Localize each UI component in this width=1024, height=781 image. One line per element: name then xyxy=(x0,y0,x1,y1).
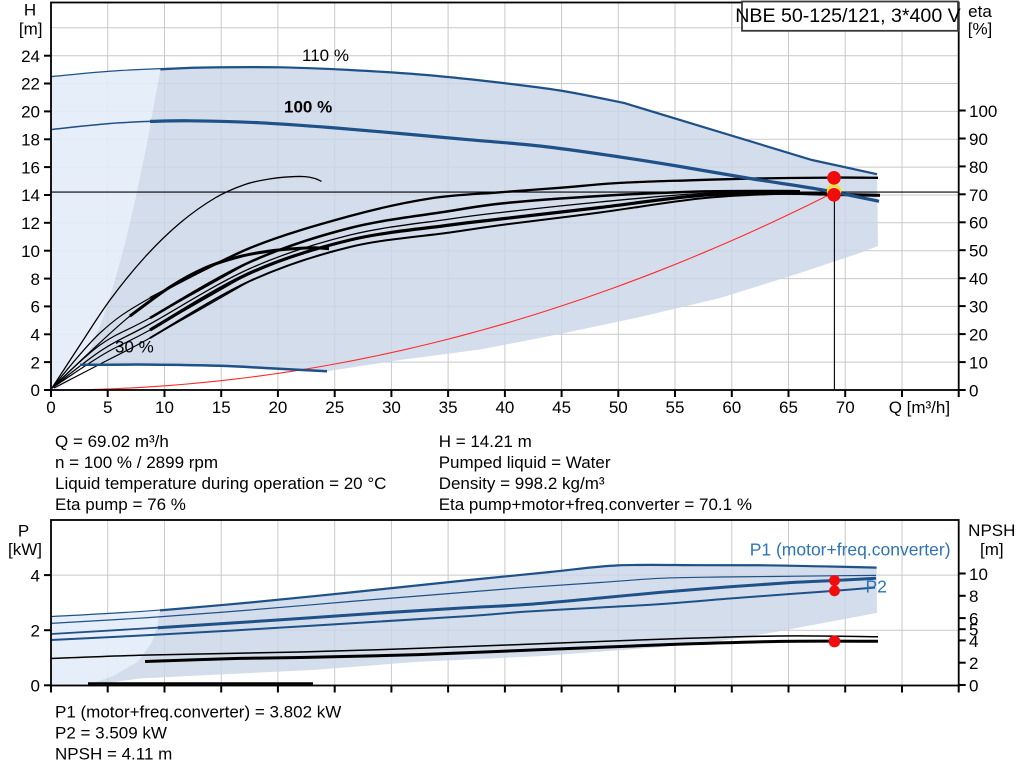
svg-text:P2 = 3.509 kW: P2 = 3.509 kW xyxy=(55,724,167,743)
svg-text:30: 30 xyxy=(382,398,401,417)
svg-text:NBE 50-125/121, 3*400 V: NBE 50-125/121, 3*400 V xyxy=(735,5,961,27)
svg-text:10: 10 xyxy=(969,353,988,372)
svg-text:Q = 69.02 m³/h: Q = 69.02 m³/h xyxy=(55,432,169,451)
svg-text:70: 70 xyxy=(969,186,988,205)
svg-text:100: 100 xyxy=(969,102,997,121)
svg-text:2: 2 xyxy=(31,621,40,640)
svg-text:0: 0 xyxy=(969,381,978,400)
svg-text:0: 0 xyxy=(969,676,978,695)
svg-text:NPSH = 4.11 m: NPSH = 4.11 m xyxy=(55,745,172,764)
svg-text:20: 20 xyxy=(268,398,287,417)
svg-text:45: 45 xyxy=(552,398,571,417)
svg-text:Liquid temperature during oper: Liquid temperature during operation = 20… xyxy=(55,474,386,493)
svg-text:40: 40 xyxy=(495,398,514,417)
svg-text:10: 10 xyxy=(21,242,40,261)
svg-text:10: 10 xyxy=(969,565,988,584)
svg-text:50: 50 xyxy=(609,398,628,417)
svg-text:0: 0 xyxy=(31,381,40,400)
svg-text:0: 0 xyxy=(31,677,40,696)
svg-text:60: 60 xyxy=(722,398,741,417)
svg-text:Q [m³/h]: Q [m³/h] xyxy=(889,398,950,417)
svg-text:30 %: 30 % xyxy=(115,338,154,357)
svg-text:35: 35 xyxy=(439,398,458,417)
svg-text:0: 0 xyxy=(46,398,55,417)
svg-text:P1 (motor+freq.converter): P1 (motor+freq.converter) xyxy=(750,540,951,560)
svg-text:H: H xyxy=(24,1,36,20)
svg-text:5: 5 xyxy=(103,398,112,417)
svg-text:6: 6 xyxy=(969,610,978,629)
svg-text:H = 14.21 m: H = 14.21 m xyxy=(439,432,532,451)
svg-text:110 %: 110 % xyxy=(302,46,349,65)
svg-text:5: 5 xyxy=(969,621,978,640)
svg-text:10: 10 xyxy=(155,398,174,417)
svg-text:[m]: [m] xyxy=(980,540,1004,559)
svg-text:2: 2 xyxy=(31,353,40,372)
svg-text:25: 25 xyxy=(325,398,344,417)
svg-text:Pumped liquid = Water: Pumped liquid = Water xyxy=(439,453,611,472)
svg-text:4: 4 xyxy=(31,326,40,345)
svg-text:8: 8 xyxy=(31,270,40,289)
svg-text:15: 15 xyxy=(212,398,231,417)
svg-text:[kW]: [kW] xyxy=(8,540,42,559)
svg-text:20: 20 xyxy=(969,326,988,345)
svg-text:2: 2 xyxy=(969,654,978,673)
svg-text:4: 4 xyxy=(31,566,40,585)
svg-text:eta: eta xyxy=(968,2,992,21)
svg-text:40: 40 xyxy=(969,270,988,289)
svg-text:24: 24 xyxy=(21,47,40,66)
svg-text:18: 18 xyxy=(21,131,40,150)
svg-text:20: 20 xyxy=(21,103,40,122)
svg-text:22: 22 xyxy=(21,75,40,94)
svg-text:30: 30 xyxy=(969,298,988,317)
svg-text:Eta pump+motor+freq.converter: Eta pump+motor+freq.converter = 70.1 % xyxy=(439,495,752,514)
svg-text:14: 14 xyxy=(21,186,40,205)
svg-text:[m]: [m] xyxy=(19,20,43,39)
svg-text:65: 65 xyxy=(779,398,798,417)
svg-text:70: 70 xyxy=(836,398,855,417)
svg-text:100 %: 100 % xyxy=(284,98,332,117)
svg-text:n = 100 % / 2899 rpm: n = 100 % / 2899 rpm xyxy=(55,453,218,472)
svg-text:P2: P2 xyxy=(866,576,887,596)
svg-text:16: 16 xyxy=(21,158,40,177)
svg-text:NPSH: NPSH xyxy=(968,521,1015,540)
svg-text:90: 90 xyxy=(969,130,988,149)
svg-text:P1 (motor+freq.converter) = 3.: P1 (motor+freq.converter) = 3.802 kW xyxy=(55,703,341,722)
svg-text:12: 12 xyxy=(21,214,40,233)
svg-text:8: 8 xyxy=(969,587,978,606)
svg-text:Eta pump = 76 %: Eta pump = 76 % xyxy=(55,495,186,514)
svg-text:4: 4 xyxy=(969,632,978,651)
svg-text:60: 60 xyxy=(969,214,988,233)
svg-text:55: 55 xyxy=(666,398,685,417)
svg-text:P: P xyxy=(18,522,29,541)
svg-text:Density = 998.2 kg/m³: Density = 998.2 kg/m³ xyxy=(439,474,605,493)
svg-text:[%]: [%] xyxy=(968,20,993,39)
svg-text:6: 6 xyxy=(31,298,40,317)
svg-text:80: 80 xyxy=(969,158,988,177)
svg-text:50: 50 xyxy=(969,242,988,261)
